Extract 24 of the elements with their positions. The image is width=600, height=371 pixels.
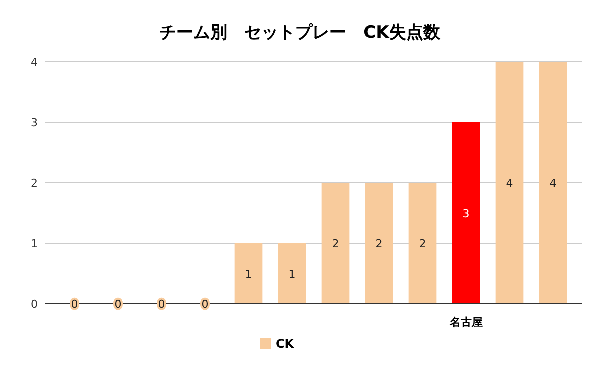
bar: [408, 183, 437, 304]
data-label: 2: [376, 238, 383, 250]
data-label: 2: [419, 238, 426, 250]
data-label: 3: [462, 207, 470, 220]
bar: [539, 62, 568, 304]
bar: [496, 62, 524, 304]
y-tick-label: 2: [31, 177, 38, 190]
data-label: 4: [506, 177, 514, 190]
chart-title: チーム別 セットプレー CK失点数: [160, 23, 442, 43]
bar: [365, 183, 394, 304]
y-tick-label: 4: [31, 56, 38, 69]
data-label: 1: [245, 268, 252, 281]
x-tick-label: 名古屋: [448, 316, 483, 329]
data-label: 1: [288, 268, 296, 281]
bar: [452, 122, 480, 304]
data-label: 4: [550, 177, 557, 190]
bar: [322, 183, 350, 304]
y-tick-label: 0: [31, 298, 38, 311]
data-label: 2: [332, 238, 340, 250]
bar: [278, 244, 306, 304]
legend-label: CK: [276, 337, 295, 351]
bar: [234, 244, 263, 304]
y-tick-label: 3: [31, 116, 38, 130]
y-tick-label: 1: [31, 238, 38, 250]
